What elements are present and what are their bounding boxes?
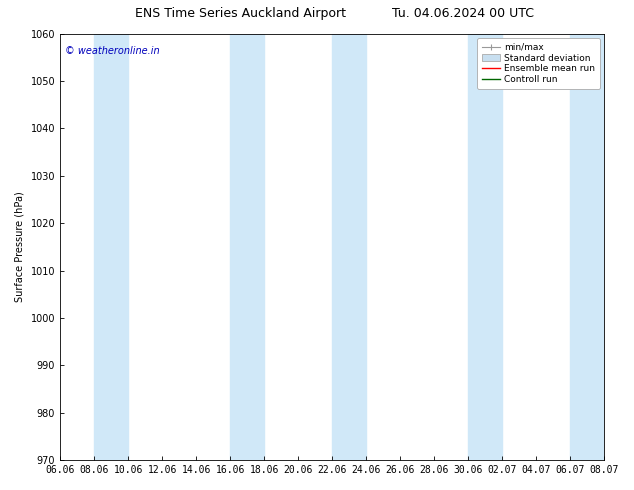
Bar [230,34,264,460]
Bar [469,34,502,460]
Text: © weatheronline.in: © weatheronline.in [65,47,160,56]
Y-axis label: Surface Pressure (hPa): Surface Pressure (hPa) [15,192,25,302]
Bar [94,34,128,460]
Text: ENS Time Series Auckland Airport: ENS Time Series Auckland Airport [136,7,346,21]
Bar [571,34,604,460]
Text: Tu. 04.06.2024 00 UTC: Tu. 04.06.2024 00 UTC [392,7,534,21]
Bar [332,34,366,460]
Legend: min/max, Standard deviation, Ensemble mean run, Controll run: min/max, Standard deviation, Ensemble me… [477,38,600,89]
